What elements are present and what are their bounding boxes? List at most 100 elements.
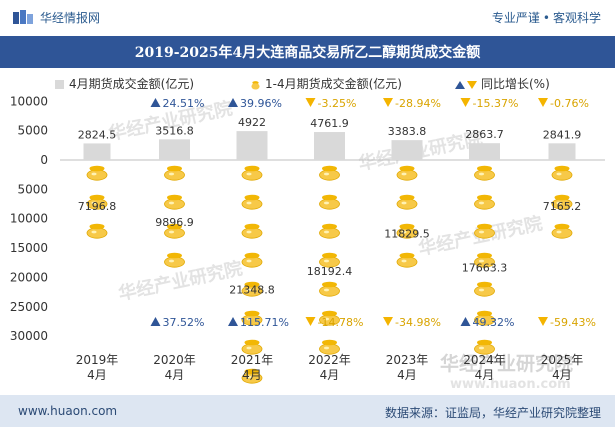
yoy-monthly-label: -28.94% — [395, 97, 441, 110]
pot-rim — [244, 310, 260, 317]
pot-rim — [244, 339, 260, 346]
gold-pot-icon — [474, 310, 495, 326]
gold-pot-icon — [319, 165, 340, 181]
footer-source: 数据来源：证监局，华经产业研究院整理 — [384, 406, 601, 420]
cumulative-value-label: 9896.9 — [155, 216, 194, 229]
yoy-cumulative-label: -14.78% — [318, 316, 364, 329]
watermark-bottom-url: www.huaon.com — [450, 377, 571, 392]
pot-shine — [323, 317, 330, 321]
pot-rim — [399, 165, 415, 172]
tag-objective: 客观科学 — [552, 11, 601, 25]
pot-rim — [554, 194, 570, 201]
gold-pot-icon — [474, 339, 495, 355]
gold-pot-icon — [241, 165, 263, 181]
top-bar: 华经情报网 专业严谨 • 客观科学 — [0, 0, 615, 36]
gold-pot-icon — [474, 281, 495, 297]
pot-rim — [399, 194, 415, 201]
pot-rim — [477, 310, 492, 317]
down-triangle-icon — [305, 98, 316, 107]
watermark-bottom-name: 华经产业研究院 — [440, 352, 573, 375]
gold-pot-icon — [164, 252, 185, 268]
pot-rim — [322, 281, 337, 288]
pot-shine — [401, 259, 407, 263]
pot-shine — [401, 172, 407, 176]
y-tick-label: 30000 — [10, 329, 48, 343]
pot-body — [396, 169, 418, 181]
legend-item-yoy: 同比增长(%) — [455, 75, 550, 92]
pot-shine — [246, 288, 252, 292]
pot-body — [551, 227, 573, 239]
down-triangle-icon — [305, 317, 316, 326]
pot-rim — [89, 165, 105, 172]
cumulative-pictorial-bars — [86, 165, 573, 384]
cumulative-value-label: 11829.5 — [384, 227, 430, 240]
gold-pot-icon — [164, 223, 185, 239]
up-triangle-icon — [150, 98, 161, 107]
monthly-bar — [314, 132, 345, 160]
cumulative-value-label: 7165.2 — [543, 200, 582, 213]
cumulative-value-label: 18192.4 — [307, 265, 353, 278]
pot-body — [474, 227, 495, 239]
pot-shine — [478, 317, 485, 321]
pot-shine — [401, 201, 407, 205]
chart-plot: 华经产业研究院 华经产业研究院 华经产业研究院 华经产业研究院 华经产业研究院 … — [10, 94, 605, 392]
y-tick-label: 5000 — [17, 182, 48, 196]
x-tick-label: 2019年 4月 — [76, 353, 119, 382]
pot-shine — [246, 201, 252, 205]
legend-label-cumulative: 1-4月期货成交金额(亿元) — [265, 77, 402, 91]
pot-body — [241, 227, 263, 239]
gold-pot-icon — [319, 223, 340, 239]
pot-body — [241, 198, 263, 210]
monthly-value-label: 4761.9 — [310, 117, 349, 130]
gold-pot-icon — [551, 194, 573, 210]
pot-rim — [244, 368, 260, 375]
gold-pot-icon — [241, 281, 263, 297]
yoy-monthly-label: -3.25% — [318, 97, 357, 110]
pot-shine — [246, 230, 252, 234]
value-labels: 2824.5 3516.8 4922 4761.9 3383.8 2863.7 2841.9… — [78, 116, 582, 296]
pot-body — [319, 198, 340, 210]
pot-body — [396, 256, 418, 268]
gold-pot-icon — [551, 165, 573, 181]
pot-rim — [322, 339, 337, 346]
pot-shine — [478, 230, 485, 234]
pot-shine — [246, 172, 252, 176]
pot-rim — [322, 252, 337, 259]
pot-shine — [478, 172, 485, 176]
gold-pot-icon — [396, 223, 418, 239]
pot-shine — [246, 375, 252, 379]
pot-body — [319, 285, 340, 297]
legend-item-monthly: 4月期货成交金额(亿元) — [55, 75, 194, 92]
tag-separator-dot: • — [542, 11, 550, 25]
pot-shine — [323, 346, 330, 350]
footer-url: www.huaon.com — [18, 404, 118, 418]
down-triangle-icon — [383, 98, 393, 107]
monthly-bar — [236, 131, 268, 160]
legend-label-monthly: 4月期货成交金额(亿元) — [69, 77, 194, 91]
pot-shine — [168, 259, 175, 263]
monthly-bar — [159, 139, 190, 160]
monthly-value-label: 3383.8 — [388, 125, 427, 138]
x-axis: 2019年 4月 2020年 4月 2021年 4月 2022年 4月 2023年 4月 2024年… — [76, 353, 584, 382]
pot-body — [474, 169, 495, 181]
gold-pot-icon — [396, 194, 418, 210]
yoy-cumulative-label: 49.32% — [473, 316, 515, 329]
gold-pot-icon — [86, 165, 108, 181]
pot-rim — [244, 165, 260, 172]
pot-rim — [167, 252, 182, 259]
legend-item-cumulative: 1-4月期货成交金额(亿元) — [251, 75, 402, 92]
pot-shine — [91, 230, 97, 234]
pot-rim — [477, 165, 492, 172]
pot-body — [474, 285, 495, 297]
gold-pot-icon — [241, 310, 263, 326]
gold-pot-icon — [241, 194, 263, 210]
gold-pot-icon — [241, 223, 263, 239]
x-tick-label: 2022年 4月 — [308, 353, 351, 382]
y-tick-label: 25000 — [10, 300, 48, 314]
footer-bar: www.huaon.com 数据来源：证监局，华经产业研究院整理 — [0, 395, 615, 427]
pot-shine — [91, 172, 97, 176]
pot-rim — [477, 194, 492, 201]
gold-pot-icon — [319, 252, 340, 268]
pot-rim — [167, 165, 182, 172]
pot-rim — [554, 165, 570, 172]
